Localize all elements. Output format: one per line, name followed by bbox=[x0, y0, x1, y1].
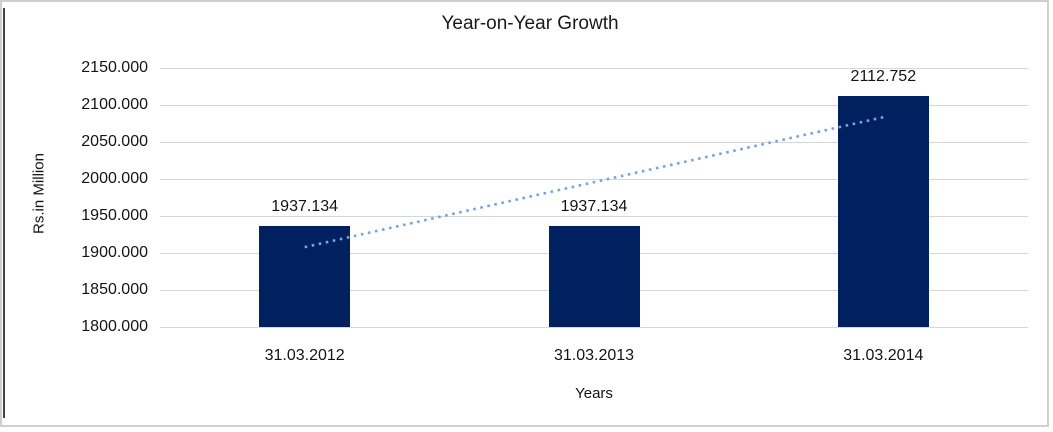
y-tick-label: 2100.000 bbox=[81, 96, 148, 113]
bar-value-label: 1937.134 bbox=[560, 197, 628, 215]
y-tick-label: 2050.000 bbox=[81, 133, 148, 150]
y-axis-title: Rs.in Million bbox=[30, 153, 48, 234]
bar bbox=[548, 225, 640, 327]
x-axis-title: Years bbox=[575, 385, 613, 402]
bar bbox=[837, 95, 929, 327]
chart-title: Year-on-Year Growth bbox=[441, 13, 619, 34]
bar-value-label: 2112.752 bbox=[850, 67, 917, 85]
gridline bbox=[160, 105, 1028, 106]
x-tick-label: 31.03.2013 bbox=[553, 347, 635, 364]
x-tick-label: 31.03.2014 bbox=[843, 347, 924, 364]
y-tick-label: 1850.000 bbox=[81, 281, 148, 298]
y-tick-label: 1950.000 bbox=[81, 207, 148, 224]
bar bbox=[259, 225, 351, 327]
bar-value-label: 1937.134 bbox=[271, 197, 339, 215]
y-tick-label: 2150.000 bbox=[81, 59, 148, 76]
gridline bbox=[160, 68, 1028, 69]
x-tick-label: 31.03.2012 bbox=[264, 347, 345, 364]
y-tick-label: 1800.000 bbox=[81, 318, 148, 335]
y-tick-label: 2000.000 bbox=[81, 170, 148, 187]
frame-left-accent-line bbox=[3, 8, 5, 418]
y-tick-label: 1900.000 bbox=[81, 244, 148, 261]
gridline bbox=[160, 327, 1028, 328]
